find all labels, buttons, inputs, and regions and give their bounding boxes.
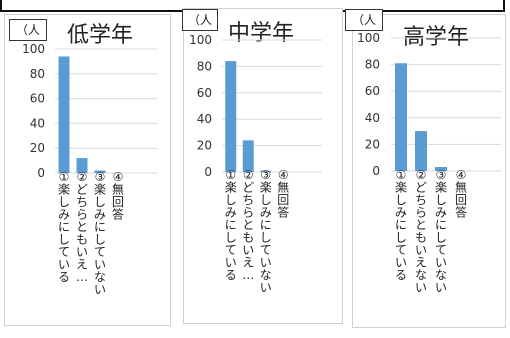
bar xyxy=(260,170,272,172)
y-tick-label: 20 xyxy=(365,137,380,151)
x-tick-label: ③ 楽しみにしていない xyxy=(260,168,272,295)
bar-chart-upper-grades: 0 20 40 60 80 100 ① 楽しみにしている ② どちらともいえない ③ 楽しみにしていな… xyxy=(357,31,501,295)
y-tick-label: 80 xyxy=(197,59,212,73)
y-tick-label: 40 xyxy=(365,111,380,125)
bar xyxy=(395,63,407,171)
y-tick-label: 100 xyxy=(189,33,212,47)
x-tick-label: ① 楽しみにしている xyxy=(225,168,237,282)
y-tick-label: 20 xyxy=(30,141,45,155)
y-tick-label: 40 xyxy=(197,112,212,126)
y-tick-label: 80 xyxy=(365,58,380,72)
y-tick-label: 100 xyxy=(22,42,45,56)
x-tick-label: ① 楽しみにしている xyxy=(395,168,407,282)
bar-chart-middle-grades: 0 20 40 60 80 100 ① 楽しみにしている ② どちらともいえ… ③ 楽しみにしていない… xyxy=(189,33,322,295)
chart-title: 低学年 xyxy=(67,23,134,48)
y-tick-label: 0 xyxy=(204,165,212,179)
y-tick-label: 60 xyxy=(365,84,380,98)
y-tick-label: 80 xyxy=(30,67,45,81)
bar xyxy=(435,167,447,171)
y-tick-label: 0 xyxy=(37,166,45,180)
unit-label: （人 xyxy=(345,9,383,31)
unit-label: （人 xyxy=(9,19,47,41)
chart-panel-upper-grades: （人 高学年 0 20 40 60 80 100 ① 楽しみにしている ② どちらともいえない ③ 楽… xyxy=(345,9,506,328)
y-tick-label: 40 xyxy=(30,116,45,130)
x-tick-label: ④ 無回答 xyxy=(455,168,467,220)
x-tick-label: ③ 楽しみにしていない xyxy=(94,170,106,297)
bar xyxy=(415,131,427,171)
x-tick-label: ① 楽しみにしている xyxy=(58,170,70,284)
y-tick-label: 100 xyxy=(357,31,380,45)
x-tick-label: ③ 楽しみにしていない xyxy=(435,168,447,295)
bar xyxy=(94,170,106,173)
bar-chart-lower-grades: 0 20 40 60 80 100 ① 楽しみにしている ② どちらともいえ… ③ 楽しみにしていない… xyxy=(22,42,157,297)
chart-panel-lower-grades: （人 低学年 0 20 40 60 80 100 ① 楽しみにしている ② どちらともいえ… ③ 楽し… xyxy=(4,14,171,326)
x-tick-label: ④ 無回答 xyxy=(277,168,289,220)
bar xyxy=(76,158,88,173)
y-tick-label: 60 xyxy=(30,92,45,106)
y-tick-label: 60 xyxy=(197,86,212,100)
x-tick-label: ② どちらともいえない xyxy=(415,168,427,295)
chart-panel-middle-grades: （人 中学年 0 20 40 60 80 100 ① 楽しみにしている ② どちらともいえ… ③ 楽し… xyxy=(182,8,343,324)
unit-label: （人 xyxy=(182,9,218,31)
x-tick-label: ② どちらともいえ… xyxy=(76,170,88,284)
bar xyxy=(58,56,70,173)
y-tick-label: 20 xyxy=(197,139,212,153)
y-tick-label: 0 xyxy=(372,164,380,178)
bar xyxy=(225,61,237,173)
x-tick-label: ④ 無回答 xyxy=(112,170,124,222)
bar xyxy=(242,140,254,172)
x-tick-label: ② どちらともいえ… xyxy=(242,168,254,282)
chart-title: 中学年 xyxy=(228,21,295,46)
